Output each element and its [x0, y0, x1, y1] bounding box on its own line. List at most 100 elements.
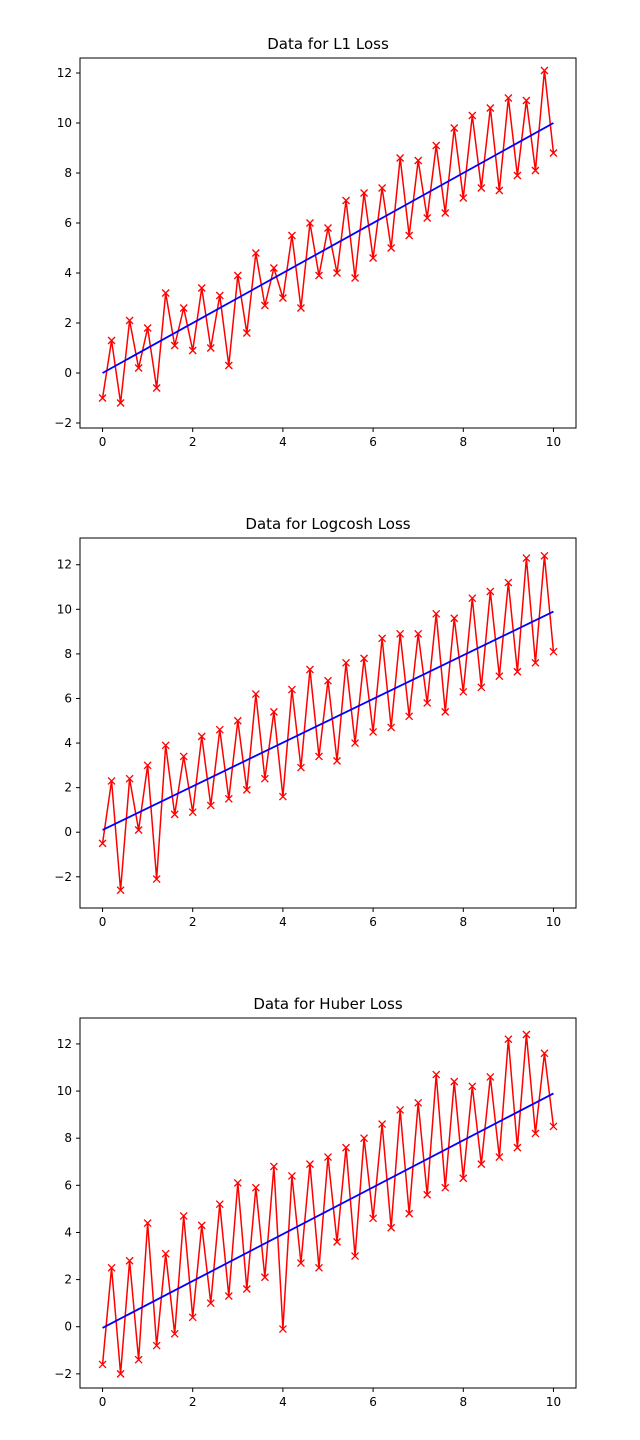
- huber-data-point-marker: [170, 1329, 179, 1338]
- l1-axes-frame: [79, 57, 577, 429]
- huber-data-point-marker: [179, 1212, 188, 1220]
- huber-data-point-marker: [134, 1355, 143, 1364]
- huber-fit-line: [102, 1092, 554, 1329]
- logcosh-data-point-marker: [396, 629, 405, 638]
- huber-data-point-marker: [287, 1171, 296, 1180]
- huber-data-point-marker: [251, 1183, 260, 1192]
- logcosh-data-point-marker: [98, 839, 107, 848]
- logcosh-data-point-marker: [351, 739, 360, 748]
- logcosh-y-tick-label: 4: [64, 736, 72, 750]
- logcosh-data-point-marker: [387, 723, 396, 732]
- l1-data-point-marker: [405, 231, 414, 240]
- huber-x-tick-label: 2: [189, 1395, 197, 1409]
- huber-data-point-marker: [152, 1341, 161, 1350]
- logcosh-data-point-marker: [369, 727, 378, 736]
- logcosh-data-point-marker: [116, 886, 125, 895]
- logcosh-data-point-marker: [251, 690, 260, 698]
- l1-data-point-marker: [215, 291, 224, 300]
- l1-data-point-marker: [260, 301, 269, 310]
- huber-y-tick-label: 2: [64, 1273, 72, 1287]
- l1-data-point-marker: [134, 364, 143, 372]
- logcosh-plot-area: [98, 551, 558, 895]
- huber-data-point-marker: [513, 1143, 522, 1152]
- logcosh-y-tick-label: 8: [64, 647, 72, 661]
- l1-data-point-marker: [306, 219, 314, 227]
- chart-panel-l1: Data for L1 Loss 0 2 4 6 8 10 −2 0 2 4 6 8 10 12: [54, 35, 577, 449]
- l1-data-point-marker: [387, 244, 396, 252]
- huber-data-point-marker: [161, 1249, 170, 1258]
- logcosh-data-point-marker: [405, 712, 414, 721]
- logcosh-data-point-marker: [197, 732, 206, 741]
- logcosh-data-point-marker: [296, 763, 305, 772]
- l1-fit-line: [102, 122, 554, 374]
- l1-x-tick-label: 4: [279, 435, 287, 449]
- l1-y-tick-label: 6: [64, 216, 72, 230]
- huber-data-point-marker: [432, 1070, 441, 1079]
- l1-data-point-marker: [540, 66, 549, 75]
- huber-y-tick-label: 4: [64, 1225, 72, 1239]
- l1-y-tick-label: 2: [64, 316, 72, 330]
- l1-data-point-marker: [98, 394, 107, 402]
- logcosh-data-point-marker: [522, 554, 531, 563]
- logcosh-data-point-marker: [206, 801, 215, 810]
- logcosh-y-tick-label: 6: [64, 691, 72, 705]
- logcosh-data-point-marker: [233, 716, 242, 725]
- l1-data-point-marker: [432, 141, 441, 150]
- huber-y-tick-label: 12: [57, 1037, 72, 1051]
- l1-y-tick-label: −2: [54, 416, 72, 430]
- logcosh-data-point-marker: [224, 794, 233, 803]
- logcosh-fit-line: [102, 610, 554, 831]
- huber-data-point-marker: [531, 1129, 540, 1138]
- logcosh-y-tick-label: 0: [64, 825, 72, 839]
- huber-data-point-marker: [477, 1160, 486, 1169]
- logcosh-data-point-marker: [152, 875, 161, 883]
- l1-data-point-marker: [188, 346, 197, 355]
- logcosh-data-point-marker: [477, 683, 486, 692]
- huber-data-point-marker: [414, 1098, 423, 1107]
- huber-data-point-marker: [369, 1214, 378, 1223]
- logcosh-data-point-marker: [531, 658, 540, 667]
- logcosh-data-point-marker: [513, 667, 522, 676]
- l1-data-point-marker: [549, 149, 558, 157]
- l1-data-point-marker: [224, 361, 233, 370]
- l1-data-point-marker: [423, 214, 432, 222]
- logcosh-data-point-marker: [134, 826, 143, 834]
- l1-y-tick-label: 0: [64, 366, 72, 380]
- logcosh-data-point-marker: [495, 672, 504, 681]
- logcosh-data-point-marker: [107, 776, 116, 785]
- logcosh-data-point-marker: [504, 578, 513, 587]
- l1-data-point-marker: [342, 196, 350, 205]
- huber-data-point-marker: [188, 1313, 197, 1322]
- l1-data-point-marker: [522, 96, 531, 105]
- huber-data-point-marker: [296, 1259, 305, 1268]
- huber-data-point-marker: [504, 1035, 513, 1044]
- logcosh-data-point-marker: [378, 634, 387, 643]
- chart-panel-huber: Data for Huber Loss 0 2 4 6 8 10 −2 0 2 4 6 8 10 12: [54, 995, 577, 1409]
- l1-data-point-marker: [242, 329, 251, 337]
- l1-data-point-marker: [170, 341, 179, 350]
- l1-data-point-marker: [296, 304, 305, 312]
- l1-data-point-marker: [324, 224, 332, 232]
- logcosh-y-tick-label: −2: [54, 870, 72, 884]
- l1-data-point-marker: [531, 166, 540, 175]
- huber-data-point-marker: [324, 1153, 332, 1161]
- huber-data-point-marker: [378, 1120, 387, 1129]
- huber-y-tick-label: 8: [64, 1131, 72, 1145]
- huber-axes-frame: [79, 1017, 577, 1389]
- logcosh-data-point-marker: [423, 698, 432, 707]
- huber-x-tick-label: 0: [99, 1395, 107, 1409]
- l1-plot-area: [98, 66, 558, 407]
- huber-data-point-marker: [396, 1105, 405, 1114]
- logcosh-data-point-marker: [549, 647, 558, 656]
- huber-data-point-marker: [98, 1360, 107, 1369]
- logcosh-data-point-marker: [486, 587, 495, 596]
- l1-data-point-marker: [333, 269, 341, 277]
- huber-data-point-marker: [306, 1160, 314, 1169]
- l1-data-point-marker: [486, 104, 495, 112]
- l1-data-point-marker: [116, 399, 125, 407]
- huber-data-point-marker: [423, 1190, 432, 1199]
- l1-data-point-marker: [206, 344, 215, 352]
- l1-x-tick-label: 8: [459, 435, 467, 449]
- logcosh-x-tick-label: 2: [189, 915, 197, 929]
- logcosh-data-point-marker: [414, 629, 423, 638]
